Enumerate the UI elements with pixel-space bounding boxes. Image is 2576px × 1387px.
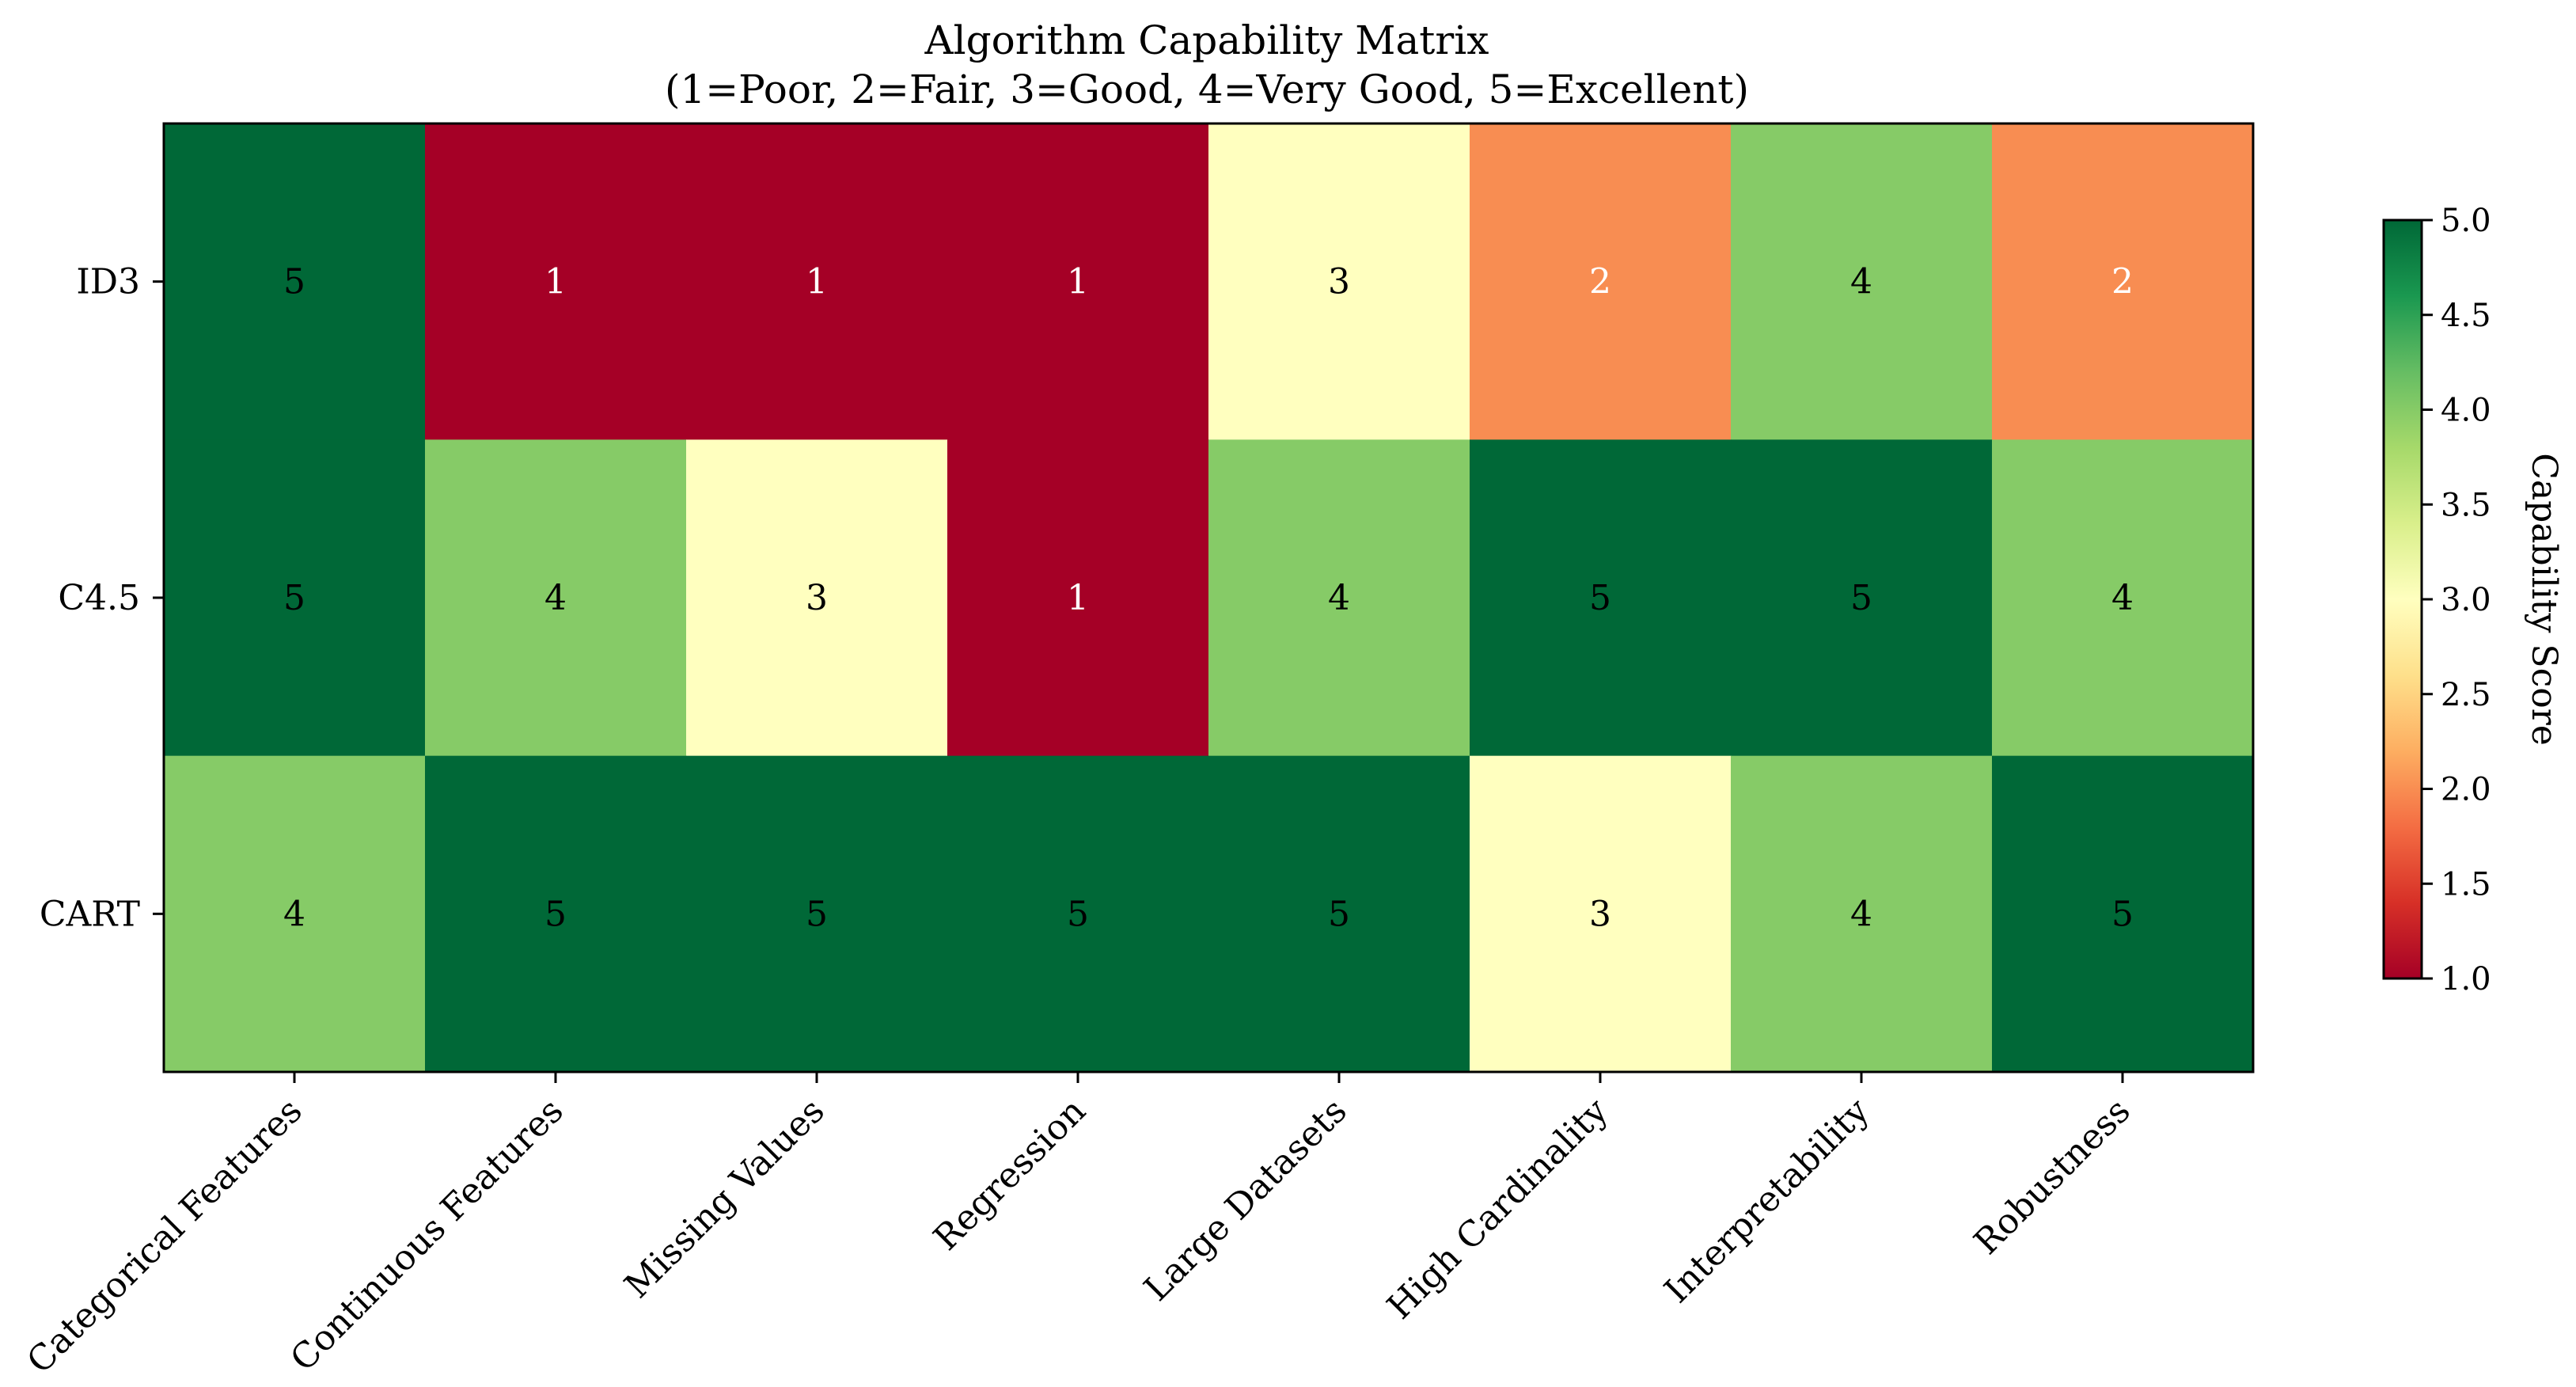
cell-value-label: 5 xyxy=(283,578,305,618)
cell-value-label: 1 xyxy=(806,262,828,302)
chart-subtitle: (1=Poor, 2=Fair, 3=Good, 4=Very Good, 5=… xyxy=(665,66,1749,112)
heatmap-cells: 5 1 1 1 3 2 4 2 5 4 3 1 4 5 5 4 4 5 5 5 5 3 4 5 xyxy=(164,124,2254,1073)
cell-value-label: 5 xyxy=(2111,894,2134,934)
colorbar: 1.0 1.5 2.0 2.5 3.0 3.5 4.0 4.5 5.0 Capability S… xyxy=(2382,203,2564,998)
cell-value-label: 2 xyxy=(1589,262,1611,302)
heatmap-cell xyxy=(686,124,948,440)
cell-value-label: 3 xyxy=(806,578,828,618)
colorbar-tick-label: 1.0 xyxy=(2441,961,2491,998)
heatmap-cell xyxy=(164,439,426,757)
chart-title: Algorithm Capability Matrix xyxy=(924,17,1489,63)
colorbar-tick-label: 3.5 xyxy=(2441,487,2491,523)
heatmap-cell xyxy=(164,124,426,440)
heatmap-cell xyxy=(1470,439,1732,757)
colorbar-tick-label: 1.5 xyxy=(2441,866,2491,902)
cell-value-label: 5 xyxy=(1589,578,1611,618)
x-tick-label: Categorical Features xyxy=(20,1091,310,1381)
cell-value-label: 5 xyxy=(544,894,567,934)
heatmap-cell xyxy=(425,124,687,440)
cell-value-label: 1 xyxy=(1067,262,1089,302)
heatmap-cell xyxy=(1470,124,1732,440)
cell-value-label: 4 xyxy=(2111,578,2134,618)
heatmap-cell xyxy=(1731,124,1993,440)
cell-value-label: 4 xyxy=(283,894,305,934)
cell-value-label: 4 xyxy=(1850,262,1872,302)
cell-value-label: 1 xyxy=(1067,578,1089,618)
colorbar-tick-label: 3.0 xyxy=(2441,582,2491,618)
heatmap-cell xyxy=(947,439,1209,757)
heatmap-cell xyxy=(1731,755,1993,1073)
cell-value-label: 4 xyxy=(544,578,567,618)
colorbar-gradient xyxy=(2382,218,2423,980)
cell-value-label: 1 xyxy=(544,262,567,302)
cell-value-label: 3 xyxy=(1328,262,1350,302)
cell-value-label: 5 xyxy=(1328,894,1350,934)
y-tick-label: C4.5 xyxy=(58,578,140,618)
colorbar-tick-label: 4.5 xyxy=(2441,298,2491,334)
cell-value-label: 2 xyxy=(2111,262,2134,302)
cell-value-label: 5 xyxy=(806,894,828,934)
cell-value-label: 5 xyxy=(1067,894,1089,934)
heatmap-cell xyxy=(1208,124,1470,440)
heatmap-cell xyxy=(1208,755,1470,1073)
cell-value-label: 3 xyxy=(1589,894,1611,934)
x-tick-label: Missing Values xyxy=(617,1091,833,1306)
cell-value-label: 5 xyxy=(283,262,305,302)
heatmap-cell xyxy=(164,755,426,1073)
x-tick-label: Robustness xyxy=(1967,1091,2138,1263)
heatmap-cell xyxy=(425,439,687,757)
cell-value-label: 4 xyxy=(1328,578,1350,618)
colorbar-tick-label: 2.5 xyxy=(2441,677,2491,713)
x-tick-label: Interpretability xyxy=(1656,1091,1876,1311)
heatmap-cell xyxy=(1992,439,2254,757)
heatmap-cell xyxy=(1470,755,1732,1073)
y-tick-label: CART xyxy=(40,894,140,934)
y-axis: ID3 C4.5 CART xyxy=(40,262,164,934)
x-tick-label: Continuous Features xyxy=(283,1091,571,1379)
heatmap-cell xyxy=(686,439,948,757)
cell-value-label: 4 xyxy=(1850,894,1872,934)
heatmap-cell xyxy=(1992,755,2254,1073)
heatmap-cell xyxy=(1731,439,1993,757)
cell-value-label: 5 xyxy=(1850,578,1872,618)
x-tick-label: Regression xyxy=(926,1091,1094,1259)
x-tick-label: High Cardinality xyxy=(1379,1091,1616,1328)
heatmap-cell xyxy=(947,755,1209,1073)
heatmap-cell xyxy=(1992,124,2254,440)
colorbar-label: Capability Score xyxy=(2524,453,2564,746)
heatmap-cell xyxy=(1208,439,1470,757)
colorbar-tick-label: 5.0 xyxy=(2441,203,2491,239)
x-tick-label: Large Datasets xyxy=(1136,1091,1355,1309)
heatmap-cell xyxy=(947,124,1209,440)
colorbar-tick-label: 2.0 xyxy=(2441,772,2491,808)
colorbar-tick-label: 4.0 xyxy=(2441,393,2491,429)
heatmap-cell xyxy=(425,755,687,1073)
y-tick-label: ID3 xyxy=(76,262,140,302)
heatmap-cell xyxy=(686,755,948,1073)
